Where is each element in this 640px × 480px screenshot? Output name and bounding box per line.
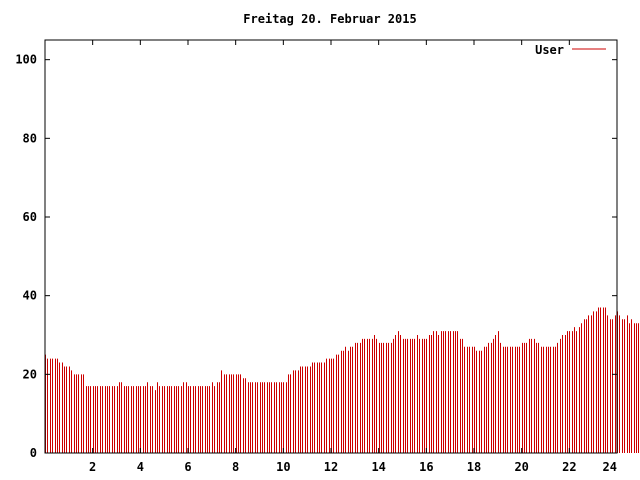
x-tick-label: 12 [324, 460, 338, 474]
x-tick-label: 20 [514, 460, 528, 474]
x-tick-label: 10 [276, 460, 290, 474]
y-tick-label: 0 [30, 446, 37, 460]
x-axis-ticks: 2 4 6 8 10 12 14 16 18 20 22 24 [89, 40, 618, 474]
x-tick-label: 18 [467, 460, 481, 474]
y-axis-ticks: 0 20 40 60 80 100 [15, 53, 617, 460]
y-tick-label: 60 [23, 210, 37, 224]
x-tick-label: 22 [562, 460, 576, 474]
x-tick-label: 14 [371, 460, 385, 474]
chart-title: Freitag 20. Februar 2015 [243, 12, 416, 26]
x-tick-label: 6 [184, 460, 191, 474]
y-tick-label: 80 [23, 131, 37, 145]
x-tick-label: 4 [137, 460, 144, 474]
y-tick-label: 40 [23, 289, 37, 303]
plot-frame [44, 39, 618, 454]
bar-series [45, 307, 639, 453]
x-tick-label: 24 [603, 460, 617, 474]
x-tick-label: 2 [89, 460, 96, 474]
x-tick-label: 16 [419, 460, 433, 474]
x-tick-label: 8 [232, 460, 239, 474]
y-tick-label: 100 [15, 53, 37, 67]
legend: User [535, 43, 606, 57]
y-tick-label: 20 [23, 367, 37, 381]
legend-label-user: User [535, 43, 564, 57]
